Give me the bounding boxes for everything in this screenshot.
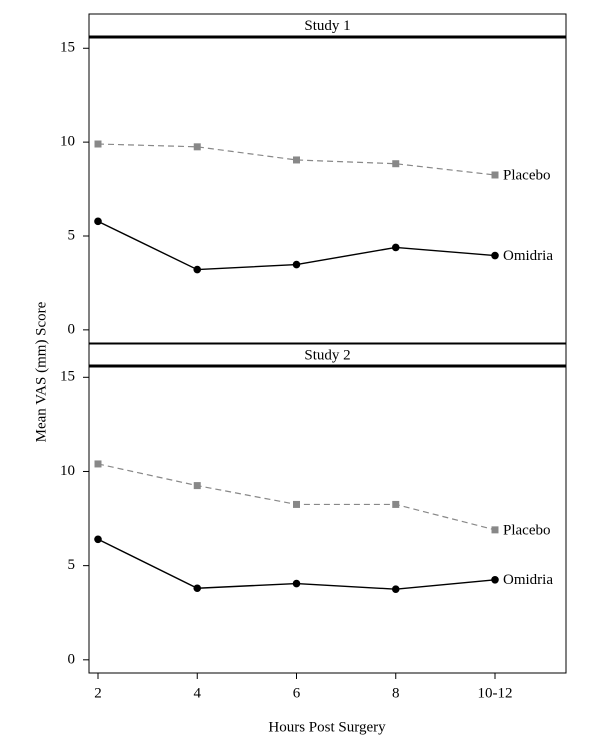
x-tick-label: 2 xyxy=(94,685,102,701)
marker xyxy=(392,160,400,168)
y-tick-label: 10 xyxy=(60,134,75,150)
series-label: Omidria xyxy=(503,248,553,264)
marker xyxy=(491,251,499,260)
marker xyxy=(94,140,102,148)
series-label: Placebo xyxy=(503,167,550,183)
series-line xyxy=(97,143,496,176)
y-tick-label: 15 xyxy=(60,40,75,56)
marker xyxy=(491,171,499,179)
panel-title: Study 2 xyxy=(304,347,350,363)
marker xyxy=(94,535,102,544)
panel-frame xyxy=(88,343,567,674)
marker xyxy=(94,460,102,468)
x-tick-label: 10-12 xyxy=(478,685,513,701)
marker xyxy=(391,585,400,593)
y-tick-label: 5 xyxy=(68,557,76,573)
marker xyxy=(292,579,301,588)
panel-frame xyxy=(88,13,567,344)
y-tick-label: 15 xyxy=(60,369,75,385)
panel-title: Study 1 xyxy=(304,18,350,34)
y-axis-label: Mean VAS (mm) Score xyxy=(33,301,49,442)
series-label: Placebo xyxy=(503,522,550,538)
marker xyxy=(193,482,201,490)
marker xyxy=(391,243,400,252)
y-tick-label: 5 xyxy=(68,227,76,243)
marker xyxy=(392,500,400,508)
marker xyxy=(292,260,301,269)
marker xyxy=(293,156,300,164)
x-axis-label: Hours Post Surgery xyxy=(268,719,386,735)
marker xyxy=(293,500,300,508)
marker xyxy=(193,143,201,151)
marker xyxy=(491,526,499,534)
marker xyxy=(94,217,102,226)
series-line xyxy=(97,463,496,531)
y-tick-label: 10 xyxy=(60,463,75,479)
series-label: Omidria xyxy=(503,572,553,588)
x-tick-label: 6 xyxy=(293,685,301,701)
y-tick-label: 0 xyxy=(68,651,76,667)
marker xyxy=(193,584,202,593)
y-tick-label: 0 xyxy=(68,321,76,337)
x-tick-label: 4 xyxy=(194,685,202,701)
marker xyxy=(193,265,202,274)
marker xyxy=(491,575,499,584)
x-tick-label: 8 xyxy=(392,685,400,701)
